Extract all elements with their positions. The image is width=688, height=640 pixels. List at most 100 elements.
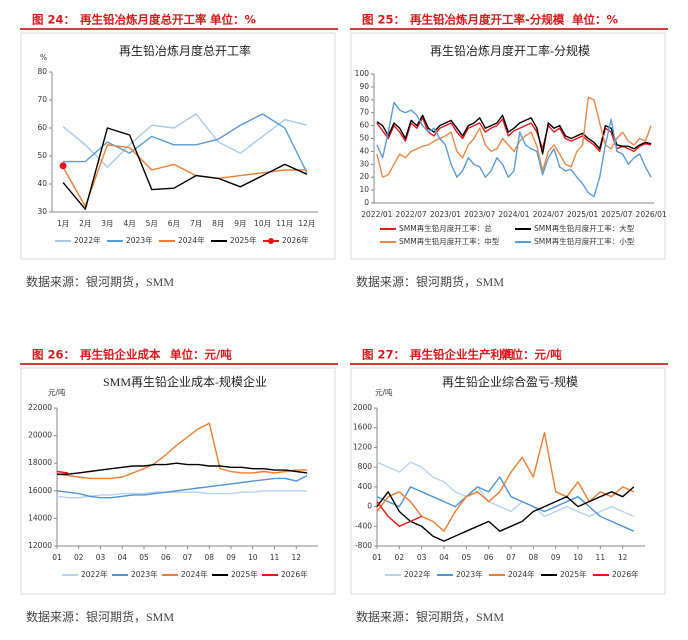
series-line bbox=[63, 113, 308, 174]
x-tick-label: 2022/01 bbox=[361, 210, 392, 219]
x-tick-label: 10 bbox=[573, 553, 583, 562]
figure-unit: 单位：元/吨 bbox=[500, 348, 562, 362]
figure-heading: 再生铅冶炼月度开工率-分规模 bbox=[410, 13, 565, 27]
x-tick-label: 7月 bbox=[190, 219, 202, 228]
x-tick-label: 06 bbox=[484, 553, 494, 562]
legend-label: 2026年 bbox=[612, 569, 639, 579]
y-tick-label: 2000 bbox=[353, 403, 372, 412]
series-line bbox=[376, 96, 652, 178]
y-tick-label: 60 bbox=[37, 123, 47, 132]
x-tick-label: 07 bbox=[183, 553, 193, 562]
chart-frame bbox=[20, 32, 336, 260]
y-tick-label: 0 bbox=[364, 198, 369, 207]
x-tick-label: 2026/01 bbox=[636, 210, 667, 219]
x-tick-label: 02 bbox=[74, 553, 84, 562]
legend-label: 2026年 bbox=[282, 235, 309, 245]
x-tick-label: 03 bbox=[96, 553, 106, 562]
x-tick-label: 01 bbox=[52, 553, 62, 562]
series-line bbox=[62, 113, 308, 168]
figure-number: 图 26： bbox=[32, 348, 75, 362]
y-tick-label: 80 bbox=[37, 67, 47, 76]
figure-unit: 单位：% bbox=[210, 13, 256, 27]
y-tick-label: 40 bbox=[359, 146, 369, 155]
source-note: 数据来源：银河期货，SMM bbox=[356, 274, 504, 289]
chart-frame bbox=[20, 367, 336, 595]
x-tick-label: 1月 bbox=[57, 219, 69, 228]
series-line bbox=[62, 144, 307, 208]
x-tick-label: 01 bbox=[372, 553, 382, 562]
x-tick-label: 08 bbox=[204, 553, 214, 562]
x-tick-label: 2023/01 bbox=[430, 210, 461, 219]
y-tick-label: 30 bbox=[37, 207, 47, 216]
y-tick-label: 50 bbox=[37, 151, 47, 160]
series-line bbox=[376, 101, 652, 198]
source-note: 数据来源：银河期货，SMM bbox=[26, 609, 174, 624]
y-tick-label: 1200 bbox=[353, 442, 372, 451]
legend-marker bbox=[268, 238, 274, 244]
legend-label: 2024年 bbox=[181, 569, 208, 579]
y-tick-label: 18000 bbox=[28, 458, 52, 467]
series-line bbox=[56, 490, 308, 499]
y-tick-label: 60 bbox=[359, 121, 369, 130]
y-axis-label: % bbox=[40, 53, 47, 62]
figure-heading: 再生铅企业生产利润 bbox=[410, 348, 514, 362]
x-tick-label: 07 bbox=[506, 553, 516, 562]
x-tick-label: 11 bbox=[596, 553, 606, 562]
legend-label: 2023年 bbox=[131, 569, 158, 579]
legend-label: 2022年 bbox=[404, 569, 431, 579]
figure-number: 图 27： bbox=[362, 348, 405, 362]
y-tick-label: 12000 bbox=[28, 541, 52, 550]
x-tick-label: 08 bbox=[529, 553, 539, 562]
source-note: 数据来源：银河期货，SMM bbox=[356, 609, 504, 624]
legend-label: 2023年 bbox=[456, 569, 483, 579]
legend-label: 2023年 bbox=[126, 235, 153, 245]
legend-label: 2026年 bbox=[281, 569, 308, 579]
x-tick-label: 09 bbox=[551, 553, 561, 562]
y-tick-label: 50 bbox=[359, 134, 369, 143]
x-tick-label: 12 bbox=[618, 553, 628, 562]
x-tick-label: 09 bbox=[226, 553, 236, 562]
chart-frame bbox=[350, 32, 666, 260]
legend-label: SMM再生铅月度开工率：中型 bbox=[399, 236, 500, 246]
y-tick-label: 70 bbox=[359, 108, 369, 117]
y-tick-label: 1600 bbox=[353, 423, 372, 432]
x-tick-label: 9月 bbox=[234, 219, 246, 228]
series-line bbox=[376, 461, 635, 518]
x-tick-label: 2024/07 bbox=[533, 210, 564, 219]
y-tick-label: 30 bbox=[359, 159, 369, 168]
legend-label: 2025年 bbox=[230, 235, 257, 245]
series-line bbox=[56, 470, 68, 474]
x-tick-label: 10月 bbox=[254, 219, 271, 228]
y-axis-label: 元/吨 bbox=[375, 387, 393, 397]
figure-heading: 再生铅企业成本 bbox=[80, 348, 161, 362]
x-tick-label: 12月 bbox=[298, 219, 315, 228]
x-tick-label: 2022/07 bbox=[396, 210, 427, 219]
legend-label: 2022年 bbox=[81, 569, 108, 579]
y-axis-label: 元/吨 bbox=[48, 387, 66, 397]
x-tick-label: 2月 bbox=[79, 219, 91, 228]
legend-label: 2022年 bbox=[74, 235, 101, 245]
y-tick-label: 800 bbox=[358, 462, 373, 471]
x-tick-label: 05 bbox=[139, 553, 149, 562]
legend-label: 2024年 bbox=[508, 569, 535, 579]
figure-unit: 单位：元/吨 bbox=[170, 348, 232, 362]
figure-number: 图 24： bbox=[32, 13, 75, 27]
y-tick-label: 20 bbox=[359, 172, 369, 181]
y-tick-label: 16000 bbox=[28, 486, 52, 495]
x-tick-label: 2025/01 bbox=[567, 210, 598, 219]
y-tick-label: 10 bbox=[359, 185, 369, 194]
x-tick-label: 05 bbox=[462, 553, 472, 562]
figure-number: 图 25： bbox=[362, 13, 405, 27]
x-tick-label: 2025/07 bbox=[601, 210, 632, 219]
y-tick-label: 400 bbox=[358, 482, 373, 491]
x-tick-label: 3月 bbox=[101, 219, 113, 228]
series-line bbox=[376, 486, 635, 542]
legend-label: 2024年 bbox=[178, 235, 205, 245]
x-tick-label: 06 bbox=[161, 553, 171, 562]
y-tick-label: 80 bbox=[359, 95, 369, 104]
chart-title: 再生铅冶炼月度开工率-分规模 bbox=[430, 43, 590, 58]
point bbox=[59, 162, 67, 170]
figure-heading: 再生铅冶炼月度总开工率 bbox=[80, 13, 207, 27]
series-line bbox=[57, 462, 308, 475]
